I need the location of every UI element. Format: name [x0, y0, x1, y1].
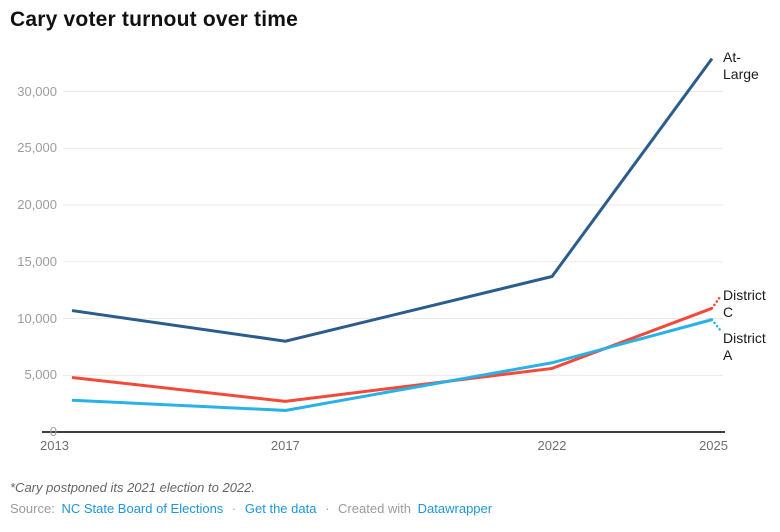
dotted-tail-district-a: [710, 318, 722, 332]
x-tick-label: 2025: [699, 438, 728, 453]
y-tick-label: 15,000: [17, 253, 57, 269]
series-line-district-a[interactable]: [71, 318, 713, 412]
series-label-district-c: District C: [723, 287, 766, 321]
source-link[interactable]: NC State Board of Elections: [61, 501, 224, 516]
y-tick-label: 0: [49, 424, 57, 439]
x-tick-label: 2022: [537, 438, 567, 453]
dotted-tail-district-c: [710, 295, 722, 310]
series-line-at-large[interactable]: [71, 57, 714, 343]
series-line-district-c[interactable]: [71, 306, 713, 403]
y-tick-label: 10,000: [17, 310, 57, 326]
datawrapper-link[interactable]: Datawrapper: [417, 501, 493, 516]
series-label-at-large: At- Large: [723, 48, 759, 82]
x-tick-label: 2013: [40, 438, 69, 453]
separator-dot-icon: ·: [231, 501, 237, 516]
y-tick-label: 25,000: [17, 140, 57, 156]
get-the-data-link[interactable]: Get the data: [244, 501, 317, 516]
separator-dot-icon: ·: [325, 501, 330, 516]
chart-source-line: Source: NC State Board of Elections · Ge…: [10, 501, 495, 516]
series-label-district-a: District A: [723, 329, 766, 363]
y-tick-label: 5,000: [24, 367, 57, 383]
y-tick-label: 30,000: [17, 83, 57, 99]
x-tick-label: 2017: [270, 438, 300, 453]
chart-title: Cary voter turnout over time: [10, 8, 298, 31]
chart-footnote: *Cary postponed its 2021 election to 202…: [10, 480, 256, 495]
y-tick-label: 20,000: [17, 197, 57, 212]
source-prefix: Source:: [10, 501, 55, 516]
created-with-text: Created with: [338, 501, 412, 516]
